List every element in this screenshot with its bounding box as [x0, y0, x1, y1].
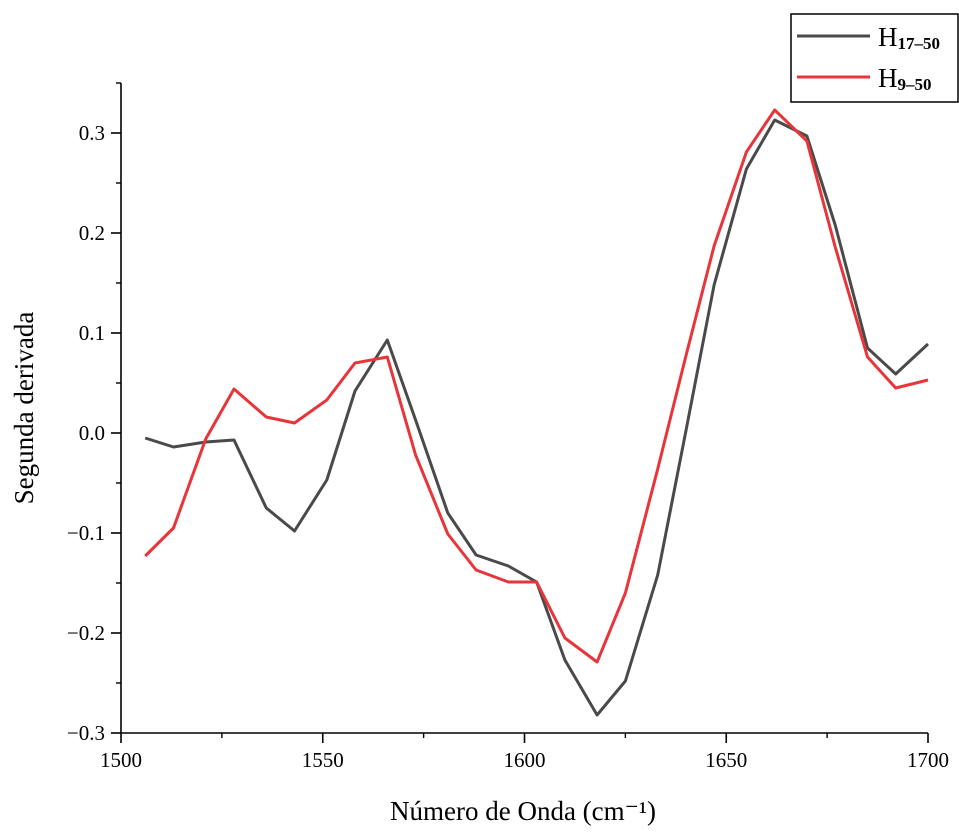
y-tick-label: −0.1: [67, 521, 105, 545]
tick-marks: [111, 82, 929, 743]
x-tick-label: 1600: [504, 748, 546, 772]
x-tick-label: 1500: [100, 748, 142, 772]
x-axis-title: Número de Onda (cm⁻¹): [390, 796, 656, 826]
x-tick-label: 1650: [705, 748, 747, 772]
y-tick-label: 0.1: [79, 321, 105, 345]
legend-box: [790, 13, 959, 103]
y-tick-label: −0.2: [67, 621, 105, 645]
series-line-1: [144, 108, 929, 664]
series-line-0: [144, 118, 930, 717]
y-tick-label: 0.2: [79, 221, 105, 245]
x-tick-label: 1700: [907, 748, 949, 772]
y-tick-label: −0.3: [67, 721, 105, 745]
y-tick-label: 0.0: [79, 421, 105, 445]
x-tick-label: 1550: [302, 748, 344, 772]
legend-label-0: H17–50: [878, 22, 940, 53]
y-axis-title: Segunda derivada: [9, 312, 39, 505]
plot-lines: [144, 108, 930, 717]
axes: [120, 83, 928, 734]
tick-labels: 1500 1550 1600 1650 1700 −0.3 −0.2 −0.1 0.0 0.1 0.…: [67, 121, 949, 772]
y-tick-label: 0.3: [79, 121, 105, 145]
legend: H17–50 H9–50: [790, 13, 959, 103]
legend-label-1: H9–50: [878, 63, 932, 94]
